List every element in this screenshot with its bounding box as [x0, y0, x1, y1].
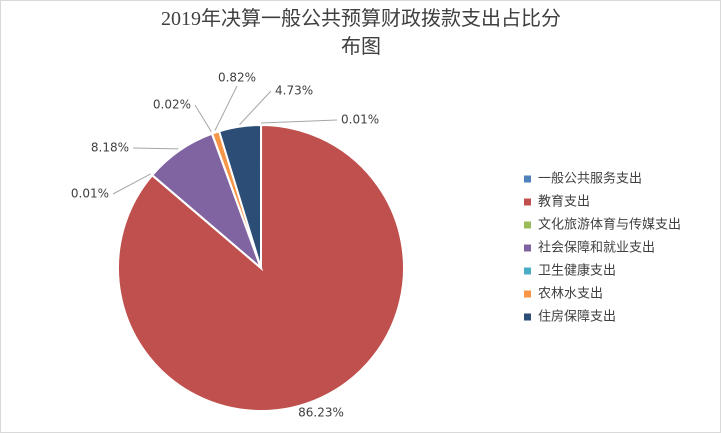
- leader-line: [261, 119, 338, 124]
- leader-line: [112, 173, 151, 195]
- legend-swatch: [524, 313, 531, 321]
- legend-swatch: [524, 290, 531, 298]
- legend-swatch: [524, 198, 531, 206]
- legend-label: 农林水支出: [538, 287, 603, 302]
- leader-line: [194, 104, 212, 133]
- data-label: 4.73%: [275, 84, 313, 98]
- data-label: 8.18%: [91, 141, 129, 155]
- legend-label: 文化旅游体育与传媒支出: [538, 217, 681, 233]
- legend-label: 一般公共服务支出: [538, 171, 642, 187]
- data-label: 0.82%: [218, 71, 256, 85]
- legend-swatch: [524, 244, 531, 252]
- legend-swatch: [524, 221, 531, 229]
- legend-label: 社会保障和就业支出: [538, 240, 655, 256]
- leader-line: [132, 147, 179, 150]
- legend-label: 卫生健康支出: [538, 263, 616, 279]
- data-label: 0.01%: [71, 187, 109, 201]
- leader-line: [214, 85, 238, 131]
- leader-line: [239, 90, 272, 125]
- data-label: 0.02%: [153, 98, 191, 112]
- data-label: 0.01%: [341, 113, 379, 127]
- chart-title: 2019年决算一般公共预算财政拨款支出占比分布图: [161, 8, 561, 58]
- legend-swatch: [524, 267, 531, 275]
- legend-label: 教育支出: [538, 194, 590, 210]
- legend-label: 住房保障支出: [538, 309, 616, 325]
- data-label: 86.23%: [298, 406, 344, 420]
- pie-slice: [217, 123, 262, 269]
- legend-swatch: [524, 175, 531, 183]
